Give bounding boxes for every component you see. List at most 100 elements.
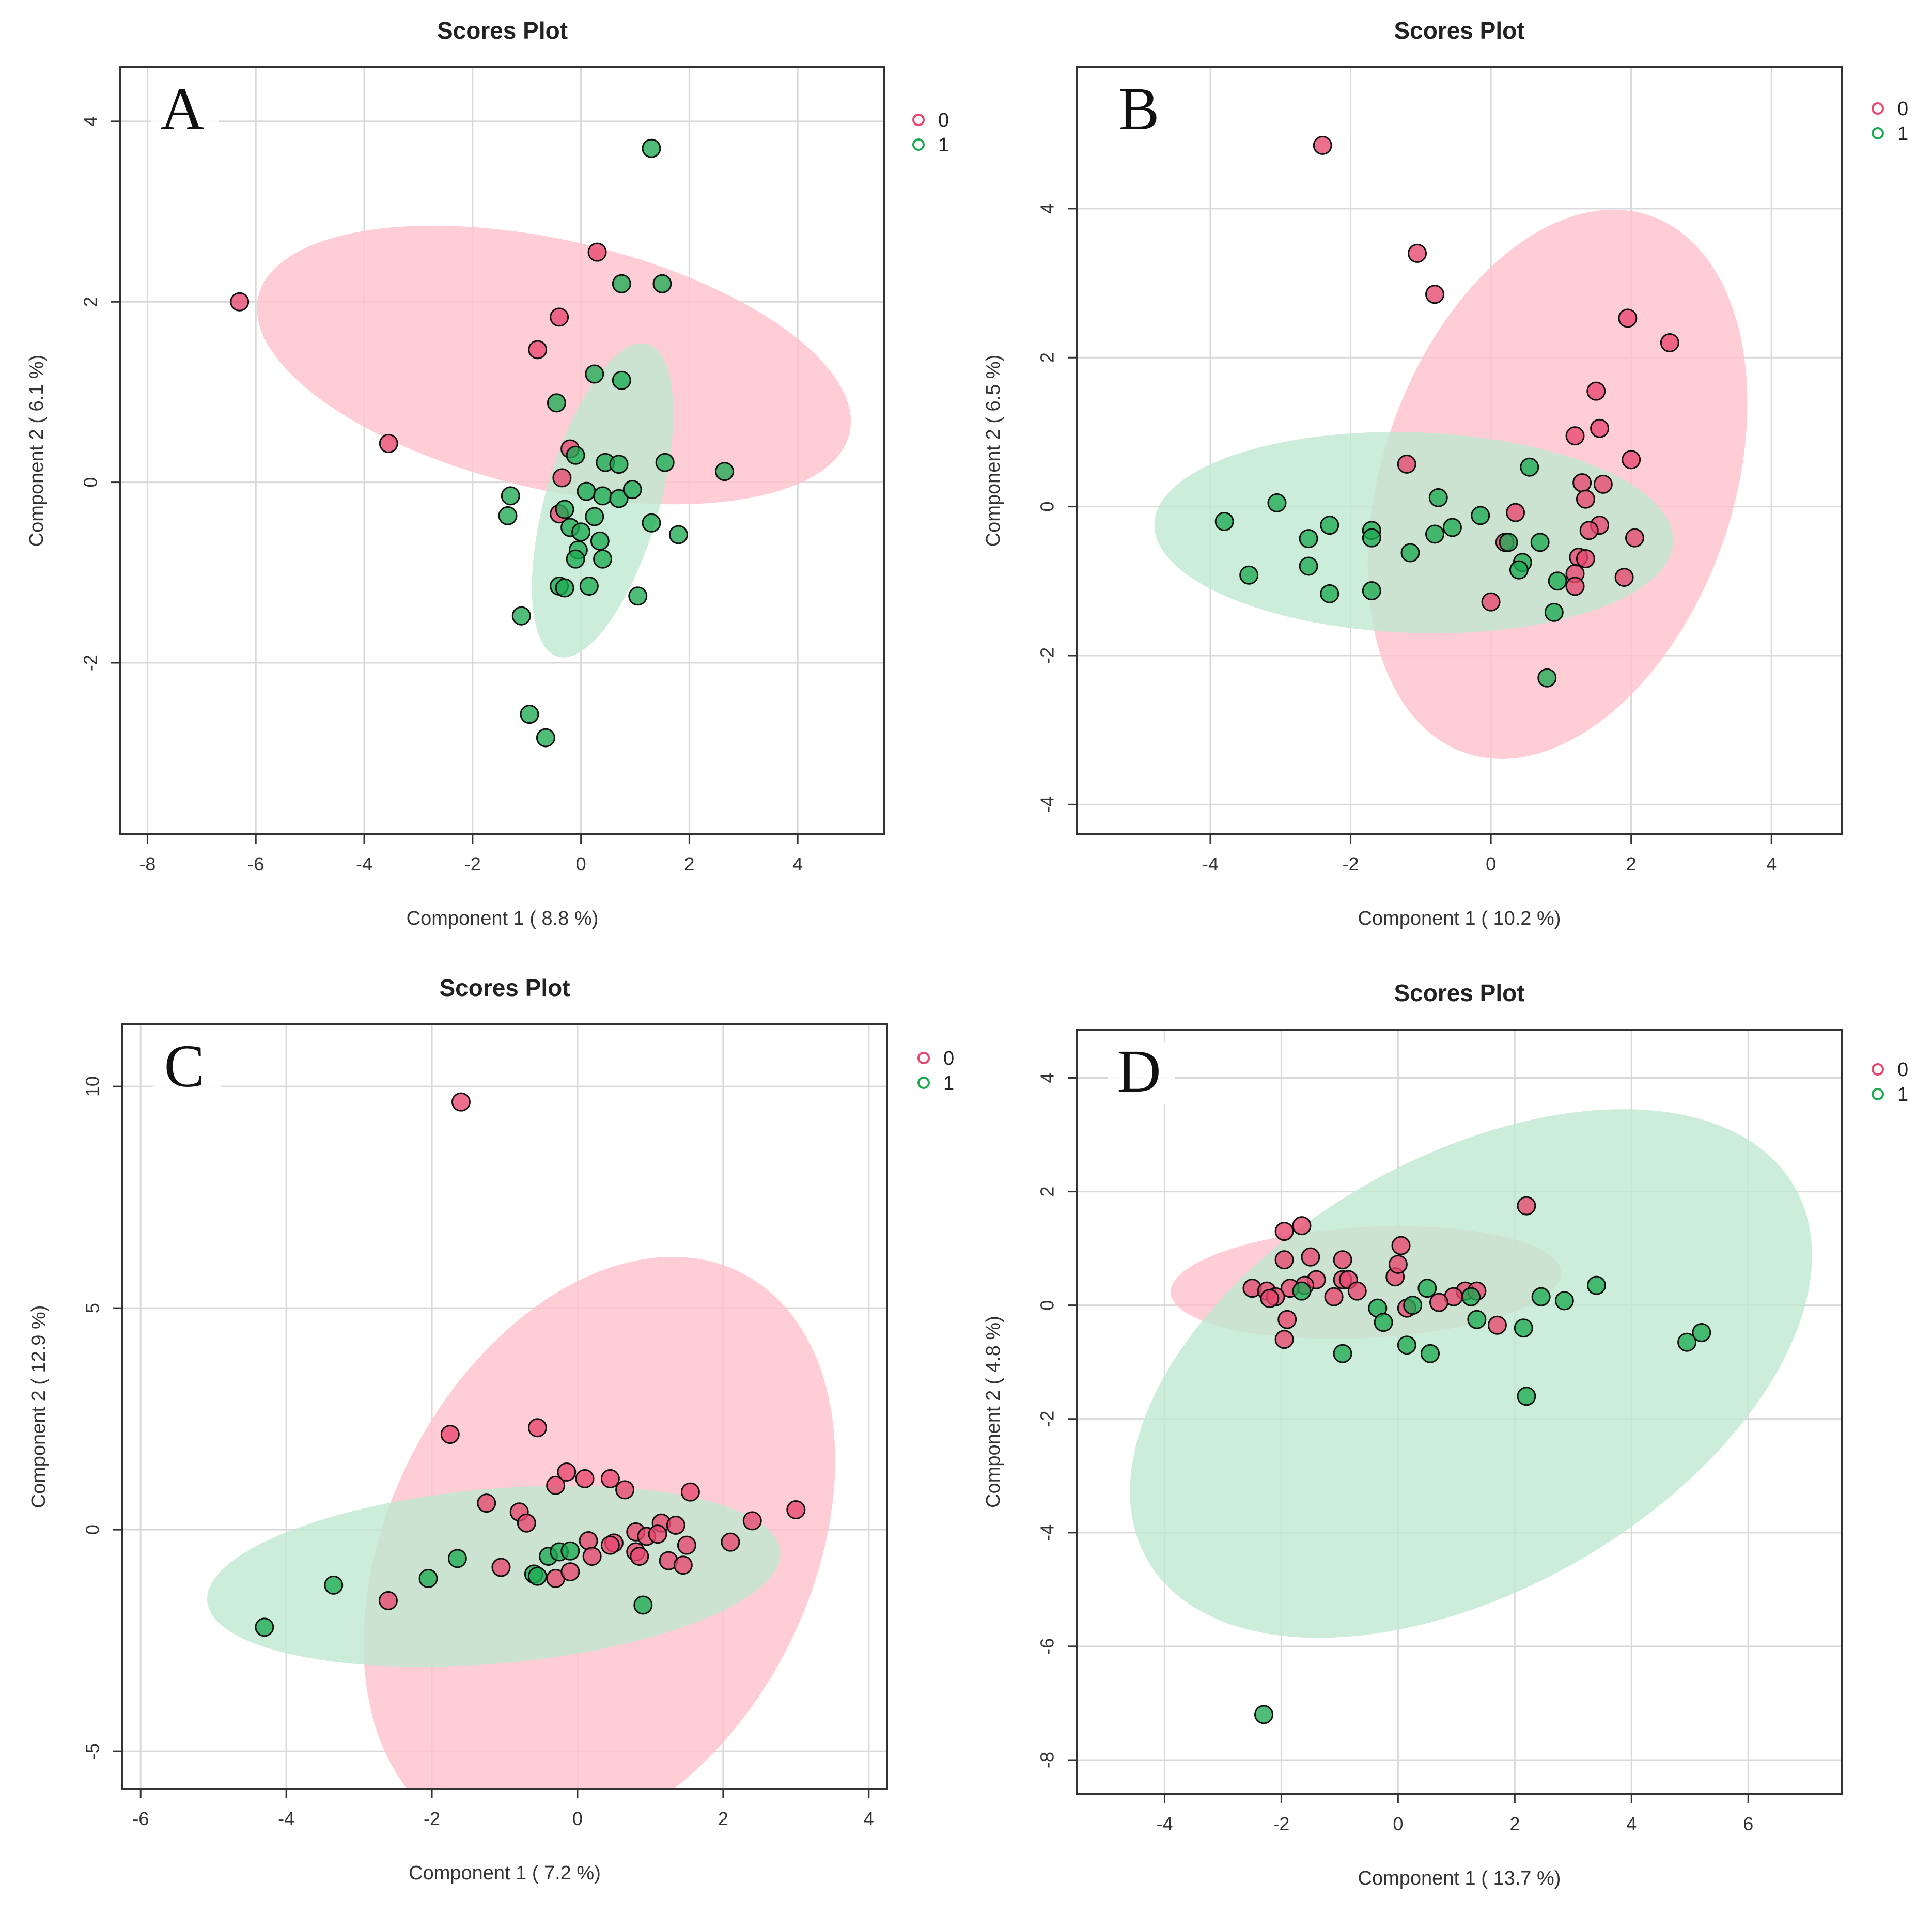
score-point-group-1 (652, 274, 672, 293)
x-tick-label: 4 (1766, 853, 1777, 875)
score-point-group-1 (1299, 556, 1318, 576)
score-point-group-1 (324, 1575, 344, 1595)
score-point-group-0 (582, 1547, 602, 1566)
y-tick-label: -8 (1037, 1752, 1058, 1768)
legend-label: 1 (938, 134, 949, 156)
score-point-group-0 (1660, 333, 1679, 352)
score-point-group-0 (451, 1092, 471, 1112)
panel-letter: B (1119, 75, 1160, 143)
y-tick-label: 0 (1037, 502, 1058, 512)
plot-frame (119, 66, 885, 835)
score-point-group-1 (255, 1617, 274, 1637)
score-point-group-0 (579, 1531, 598, 1551)
score-point-group-1 (1403, 1296, 1423, 1315)
x-tick-label: -4 (278, 1808, 294, 1829)
score-point-group-1 (585, 364, 604, 384)
x-tick-label: -2 (424, 1808, 440, 1829)
score-point-group-1 (715, 462, 735, 481)
score-point-group-1 (1677, 1332, 1697, 1352)
score-point-group-0 (1572, 473, 1592, 492)
score-point-group-1 (555, 578, 574, 598)
score-point-group-0 (1313, 135, 1332, 155)
x-tick-label: 4 (792, 853, 803, 875)
score-point-group-0 (575, 1469, 595, 1488)
score-point-group-1 (655, 453, 675, 472)
score-point-group-0 (1274, 1330, 1294, 1349)
y-axis-label: Component 2 ( 6.1 %) (26, 355, 48, 547)
score-point-group-0 (1576, 549, 1595, 569)
score-point-group-0 (1388, 1254, 1408, 1274)
y-tick-label: -2 (1037, 647, 1058, 664)
score-point-group-0 (1622, 450, 1641, 470)
score-point-group-1 (1214, 511, 1234, 531)
score-point-group-1 (593, 486, 613, 506)
y-tick-label: -2 (1037, 1411, 1058, 1427)
score-point-group-0 (491, 1558, 511, 1577)
legend-label: 1 (1897, 1084, 1908, 1106)
score-point-group-0 (477, 1493, 496, 1513)
score-point-group-0 (1274, 1222, 1294, 1241)
x-tick-label: -4 (356, 853, 372, 875)
legend-label: 0 (943, 1048, 954, 1069)
score-point-group-1 (501, 486, 520, 506)
y-tick-label: 5 (82, 1303, 103, 1313)
x-tick-label: 6 (1743, 1813, 1753, 1834)
score-point-group-1 (1554, 1291, 1574, 1311)
score-point-group-1 (1421, 1344, 1440, 1363)
score-point-group-0 (1593, 474, 1613, 494)
score-point-group-1 (628, 586, 648, 606)
score-point-group-1 (1530, 533, 1550, 552)
score-point-group-1 (560, 1541, 580, 1561)
y-tick-label: 2 (1037, 352, 1058, 363)
y-tick-label: 4 (1037, 204, 1058, 214)
score-point-group-1 (1586, 1275, 1606, 1295)
y-tick-label: -4 (1037, 796, 1058, 813)
score-point-group-0 (379, 434, 398, 454)
score-point-group-0 (546, 1475, 566, 1495)
score-point-group-0 (1347, 1281, 1367, 1301)
y-tick-label: -4 (1037, 1524, 1058, 1541)
y-tick-label: -5 (82, 1743, 103, 1760)
chart-title: Scores Plot (439, 974, 570, 1001)
x-tick-label: 4 (1626, 1813, 1637, 1834)
confidence-ellipse-group-1 (1154, 432, 1673, 633)
score-point-group-0 (1565, 426, 1585, 446)
score-point-group-0 (1292, 1216, 1312, 1236)
score-point-group-0 (600, 1469, 620, 1488)
score-point-group-0 (378, 1591, 398, 1610)
score-point-group-1 (633, 1595, 653, 1615)
legend-marker-group-0 (917, 1052, 930, 1064)
score-point-group-0 (786, 1500, 806, 1519)
legend-marker-group-1 (1872, 127, 1884, 139)
y-tick-label: 0 (1037, 1300, 1058, 1311)
score-point-group-0 (600, 1535, 620, 1555)
score-point-group-0 (557, 1462, 577, 1482)
y-axis-label: Component 2 ( 4.8 %) (983, 1316, 1004, 1508)
score-point-group-1 (579, 577, 599, 596)
score-point-group-0 (528, 340, 548, 360)
score-point-group-1 (1374, 1313, 1393, 1332)
score-point-group-0 (1277, 1310, 1297, 1329)
scores-plot-panel-a: -8 -6 -4 -2 0 2 4 -2 0 2 4 Scores Plot Component 1 (… (26, 17, 949, 929)
legend-marker-group-1 (912, 138, 925, 151)
score-point-group-0 (1506, 503, 1525, 522)
plot-frame (121, 1023, 888, 1790)
y-tick-label: 2 (1037, 1187, 1058, 1197)
score-point-group-1 (1499, 533, 1518, 552)
score-point-group-1 (1692, 1322, 1711, 1342)
score-point-group-1 (1292, 1281, 1312, 1301)
score-point-group-0 (1397, 454, 1416, 474)
legend-marker-group-0 (1872, 102, 1884, 115)
score-point-group-1 (1442, 518, 1462, 537)
score-point-group-0 (1260, 1288, 1280, 1308)
x-tick-label: -4 (1156, 1813, 1173, 1834)
x-tick-label: 0 (1393, 1813, 1403, 1834)
score-point-group-0 (680, 1482, 700, 1502)
legend-marker-group-0 (912, 114, 925, 126)
score-point-group-1 (612, 370, 631, 390)
y-tick-label: 0 (82, 1524, 103, 1535)
score-point-group-0 (1625, 528, 1644, 548)
score-point-group-0 (742, 1511, 762, 1531)
panel-letter: A (160, 75, 204, 143)
